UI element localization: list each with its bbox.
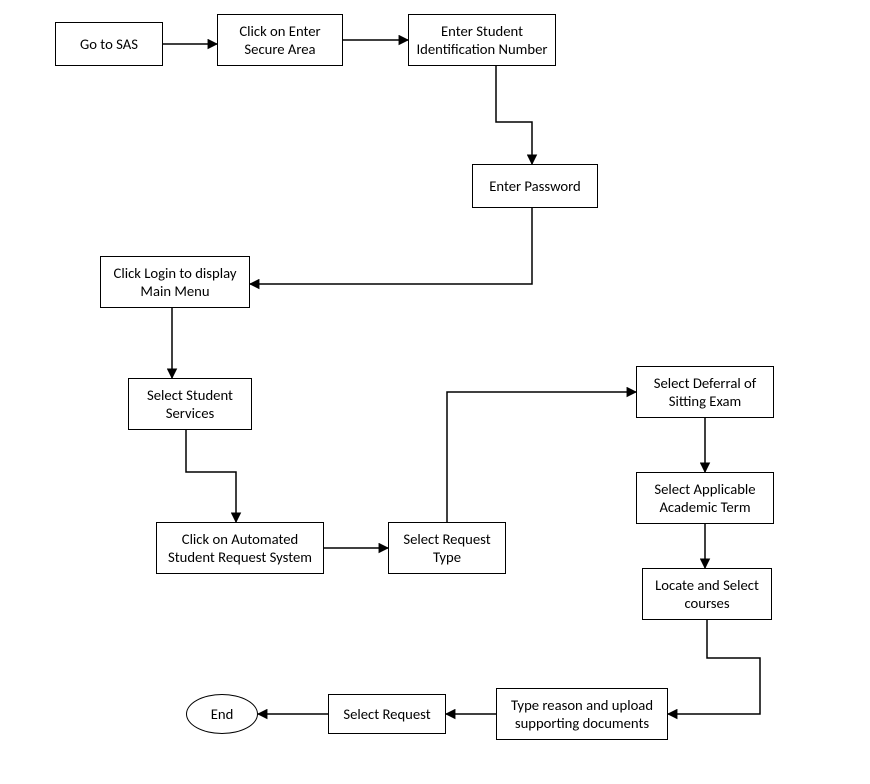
node-n12: Type reason and upload supporting docume… [496,688,668,740]
node-n3: Enter Student Identification Number [408,14,556,66]
node-n8: Select Request Type [388,522,506,574]
edge-n8-n9 [447,392,636,522]
edge-n3-n4 [496,66,532,164]
node-n14: End [186,694,258,734]
node-n13: Select Request [328,694,446,734]
node-n7: Click on Automated Student Request Syste… [156,522,324,574]
edge-n4-n5 [250,208,532,284]
node-n6: Select Student Services [128,378,252,430]
node-n11: Locate and Select courses [642,568,772,620]
node-n1: Go to SAS [55,22,163,66]
node-n2: Click on Enter Secure Area [217,14,343,66]
node-n10: Select Applicable Academic Term [636,472,774,524]
edge-n11-n12 [668,620,760,714]
edge-n6-n7 [186,430,236,522]
node-n4: Enter Password [472,164,598,208]
flowchart-canvas: Go to SAS Click on Enter Secure Area Enter… [0,0,870,784]
node-n9: Select Deferral of Sitting Exam [636,366,774,418]
node-n5: Click Login to display Main Menu [100,256,250,308]
